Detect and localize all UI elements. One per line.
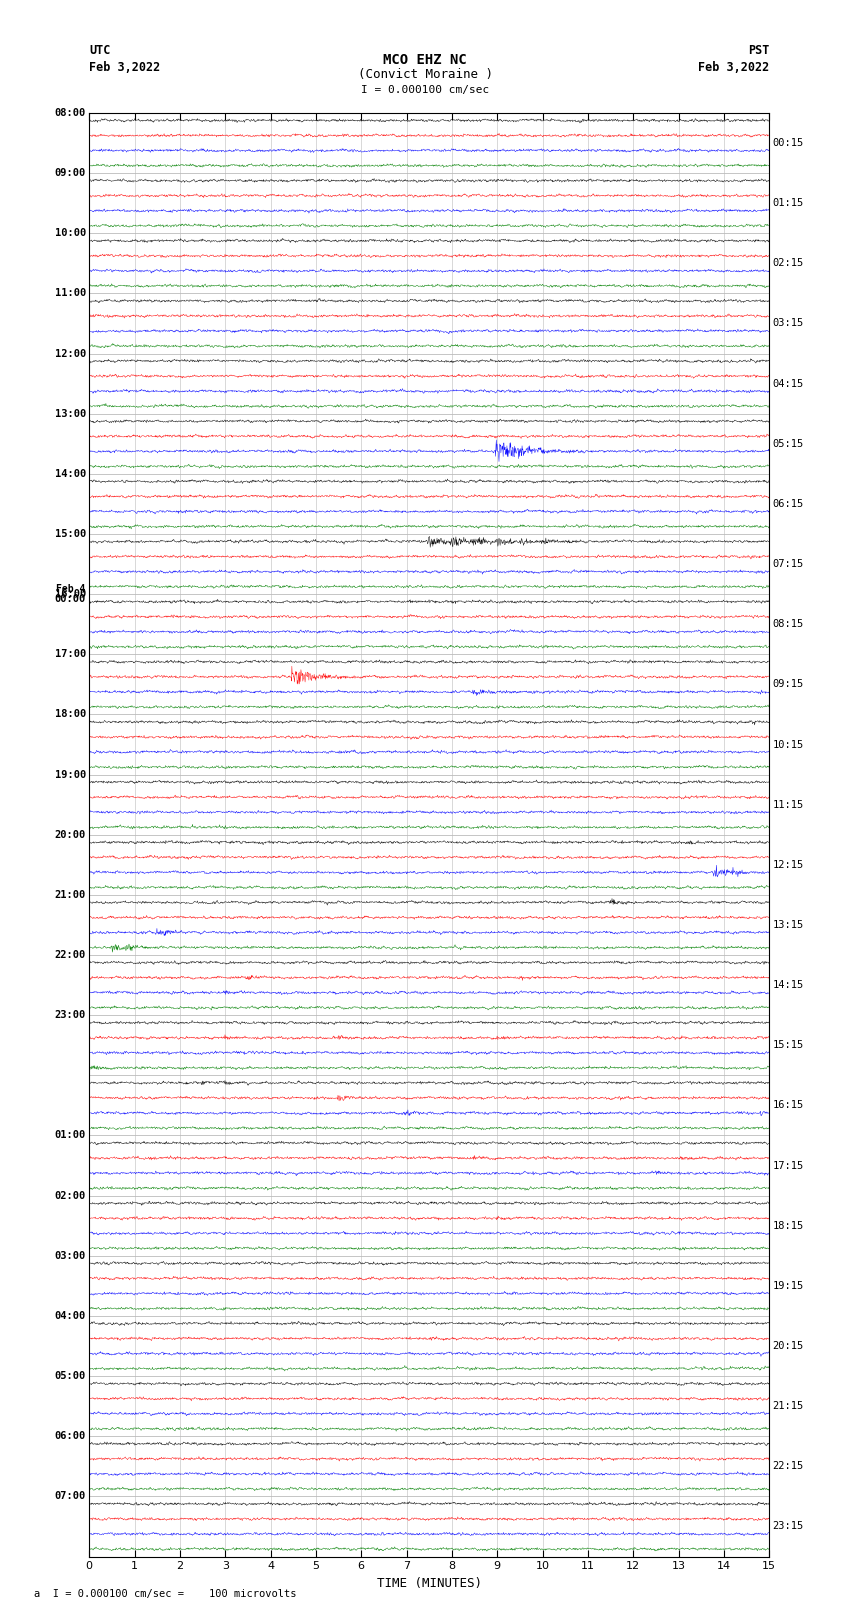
Text: 19:00: 19:00 (54, 769, 86, 779)
Text: 00:15: 00:15 (773, 139, 804, 148)
Text: 18:00: 18:00 (54, 710, 86, 719)
Text: I = 0.000100 cm/sec: I = 0.000100 cm/sec (361, 85, 489, 95)
Text: 17:15: 17:15 (773, 1161, 804, 1171)
X-axis label: TIME (MINUTES): TIME (MINUTES) (377, 1578, 482, 1590)
Text: 09:00: 09:00 (54, 168, 86, 177)
Text: 07:00: 07:00 (54, 1492, 86, 1502)
Text: 20:15: 20:15 (773, 1340, 804, 1352)
Text: 02:00: 02:00 (54, 1190, 86, 1200)
Text: 04:00: 04:00 (54, 1311, 86, 1321)
Text: 10:15: 10:15 (773, 739, 804, 750)
Text: 16:15: 16:15 (773, 1100, 804, 1110)
Text: 04:15: 04:15 (773, 379, 804, 389)
Text: 23:00: 23:00 (54, 1010, 86, 1019)
Text: 09:15: 09:15 (773, 679, 804, 689)
Text: 21:00: 21:00 (54, 890, 86, 900)
Text: 00:00: 00:00 (54, 594, 86, 605)
Text: 06:15: 06:15 (773, 498, 804, 508)
Text: 07:15: 07:15 (773, 560, 804, 569)
Text: 20:00: 20:00 (54, 829, 86, 840)
Text: 08:15: 08:15 (773, 619, 804, 629)
Text: 03:15: 03:15 (773, 318, 804, 329)
Text: 22:15: 22:15 (773, 1461, 804, 1471)
Text: 14:15: 14:15 (773, 981, 804, 990)
Text: 05:00: 05:00 (54, 1371, 86, 1381)
Text: 01:15: 01:15 (773, 198, 804, 208)
Text: 10:00: 10:00 (54, 227, 86, 239)
Text: UTC: UTC (89, 44, 110, 56)
Text: Feb 3,2022: Feb 3,2022 (89, 61, 161, 74)
Text: 15:15: 15:15 (773, 1040, 804, 1050)
Text: 02:15: 02:15 (773, 258, 804, 268)
Text: 06:00: 06:00 (54, 1431, 86, 1442)
Text: 12:15: 12:15 (773, 860, 804, 869)
Text: 22:00: 22:00 (54, 950, 86, 960)
Text: 21:15: 21:15 (773, 1402, 804, 1411)
Text: 12:00: 12:00 (54, 348, 86, 358)
Text: PST: PST (748, 44, 769, 56)
Text: 14:00: 14:00 (54, 469, 86, 479)
Text: 13:00: 13:00 (54, 408, 86, 419)
Text: 03:00: 03:00 (54, 1250, 86, 1261)
Text: (Convict Moraine ): (Convict Moraine ) (358, 68, 492, 81)
Text: Feb 3,2022: Feb 3,2022 (698, 61, 769, 74)
Text: 18:15: 18:15 (773, 1221, 804, 1231)
Text: Feb 4: Feb 4 (56, 584, 86, 594)
Text: 01:00: 01:00 (54, 1131, 86, 1140)
Text: 23:15: 23:15 (773, 1521, 804, 1531)
Text: 16:00: 16:00 (54, 589, 86, 598)
Text: 11:00: 11:00 (54, 289, 86, 298)
Text: MCO EHZ NC: MCO EHZ NC (383, 53, 467, 66)
Text: 05:15: 05:15 (773, 439, 804, 448)
Text: 17:00: 17:00 (54, 650, 86, 660)
Text: a  I = 0.000100 cm/sec =    100 microvolts: a I = 0.000100 cm/sec = 100 microvolts (34, 1589, 297, 1598)
Text: 11:15: 11:15 (773, 800, 804, 810)
Text: 13:15: 13:15 (773, 919, 804, 931)
Text: 19:15: 19:15 (773, 1281, 804, 1290)
Text: 08:00: 08:00 (54, 108, 86, 118)
Text: 15:00: 15:00 (54, 529, 86, 539)
